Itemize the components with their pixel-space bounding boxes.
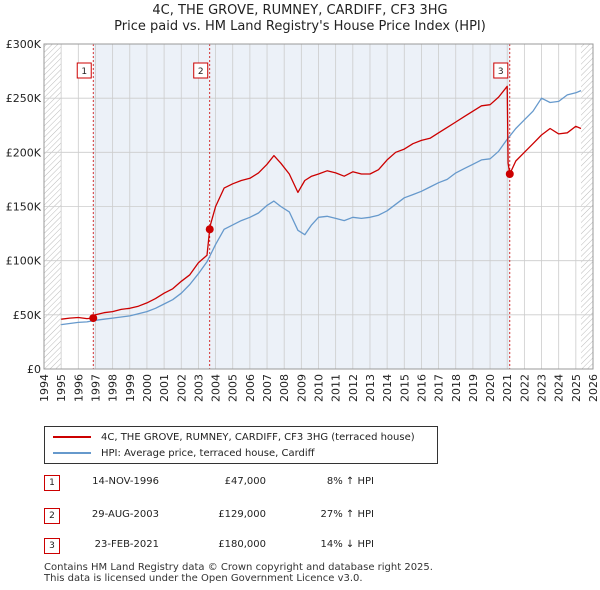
sale-price: £180,000: [218, 539, 266, 550]
hpi-line: [61, 90, 582, 326]
legend-swatch-property: [53, 436, 91, 438]
x-tick-label: 2002: [175, 374, 188, 402]
sale-badge: 3: [44, 538, 60, 554]
y-tick-label: £300K: [6, 38, 42, 51]
x-tick-label: 2001: [158, 374, 171, 402]
price-chart: 1 2 3 £0 £50K £100K £150K £200K £250K £300K 1994 1…: [6, 38, 600, 402]
x-tick-label: 2016: [415, 374, 428, 402]
x-tick-label: 1994: [38, 374, 51, 402]
x-tick-label: 2013: [364, 374, 377, 402]
table-row: 3 23-FEB-2021 £180,000 14% ↓ HPI: [44, 537, 464, 557]
table-row: 1 14-NOV-1996 £47,000 8% ↑ HPI: [44, 474, 464, 494]
x-tick-label: 2003: [192, 374, 205, 402]
sale-hpi-diff: 14% ↓ HPI: [320, 539, 374, 550]
x-tick-label: 2005: [227, 374, 240, 402]
x-tick-label: 2018: [450, 374, 463, 402]
x-tick-label: 2006: [244, 374, 257, 402]
x-tick-label: 2014: [381, 374, 394, 402]
x-tick-label: 2015: [398, 374, 411, 402]
chart-title: 4C, THE GROVE, RUMNEY, CARDIFF, CF3 3HG: [152, 3, 448, 18]
legend-item-hpi: HPI: Average price, terraced house, Card…: [53, 446, 315, 460]
x-tick-label: 2007: [261, 374, 274, 402]
sale-date: 29-AUG-2003: [91, 509, 159, 520]
sale-label: 2: [198, 67, 204, 77]
x-tick-label: 2012: [347, 374, 360, 402]
y-tick-label: £100K: [6, 255, 42, 268]
x-tick-label: 2004: [210, 374, 223, 402]
sale-label: 3: [498, 67, 504, 77]
sale-date: 23-FEB-2021: [94, 539, 159, 550]
sale-date: 14-NOV-1996: [92, 476, 159, 487]
table-row: 2 29-AUG-2003 £129,000 27% ↑ HPI: [44, 507, 464, 527]
sale-price: £129,000: [218, 509, 266, 520]
x-tick-label: 2020: [484, 374, 497, 402]
x-tick-label: 2000: [141, 374, 154, 402]
x-tick-label: 1997: [89, 374, 102, 402]
legend-label-property: 4C, THE GROVE, RUMNEY, CARDIFF, CF3 3HG …: [101, 431, 415, 443]
x-tick-label: 2024: [553, 374, 566, 402]
x-tick-label: 1995: [55, 374, 68, 402]
legend-label-hpi: HPI: Average price, terraced house, Card…: [101, 447, 315, 459]
sale-label-box: [493, 62, 509, 79]
footer-licence: This data is licensed under the Open Gov…: [44, 573, 363, 584]
x-tick-label: 1999: [124, 374, 137, 402]
x-tick-label: 2019: [467, 374, 480, 402]
legend-item-property: 4C, THE GROVE, RUMNEY, CARDIFF, CF3 3HG …: [53, 430, 415, 444]
x-tick-label: 2023: [536, 374, 549, 402]
x-tick-label: 2009: [295, 374, 308, 402]
x-tick-label: 2022: [518, 374, 531, 402]
footer-copyright: Contains HM Land Registry data © Crown c…: [44, 562, 433, 573]
x-tick-label: 1998: [107, 374, 120, 402]
sale-badge: 1: [44, 475, 60, 491]
y-tick-label: £150K: [6, 201, 42, 214]
sale-point: [89, 314, 98, 323]
y-tick-label: £200K: [6, 146, 42, 159]
plot-frame: [43, 43, 594, 370]
x-tick-label: 2025: [570, 374, 583, 402]
sale-badge: 2: [44, 508, 60, 524]
sale-hpi-diff: 27% ↑ HPI: [320, 509, 374, 520]
x-tick-label: 2008: [278, 374, 291, 402]
sale-point: [205, 225, 214, 234]
legend-swatch-hpi: [53, 452, 91, 454]
y-tick-label: £50K: [13, 309, 42, 322]
x-tick-label: 2017: [433, 374, 446, 402]
sale-label-box: [193, 62, 209, 79]
x-tick-label: 2026: [587, 374, 600, 402]
chart-subtitle: Price paid vs. HM Land Registry's House …: [114, 19, 486, 34]
legend: 4C, THE GROVE, RUMNEY, CARDIFF, CF3 3HG …: [44, 426, 438, 464]
sale-label-box: [76, 62, 92, 79]
sale-point: [505, 170, 514, 178]
sale-price: £47,000: [224, 476, 266, 487]
x-tick-label: 2021: [501, 374, 514, 402]
y-tick-label: £250K: [6, 92, 42, 105]
x-tick-label: 2010: [313, 374, 326, 402]
footer: Contains HM Land Registry data © Crown c…: [44, 562, 433, 584]
y-tick-label: £0: [27, 363, 41, 376]
property-price-line: [61, 85, 582, 320]
sale-label: 1: [81, 67, 87, 77]
x-tick-label: 2011: [330, 374, 343, 402]
x-tick-label: 1996: [72, 374, 85, 402]
sale-hpi-diff: 8% ↑ HPI: [326, 476, 374, 487]
